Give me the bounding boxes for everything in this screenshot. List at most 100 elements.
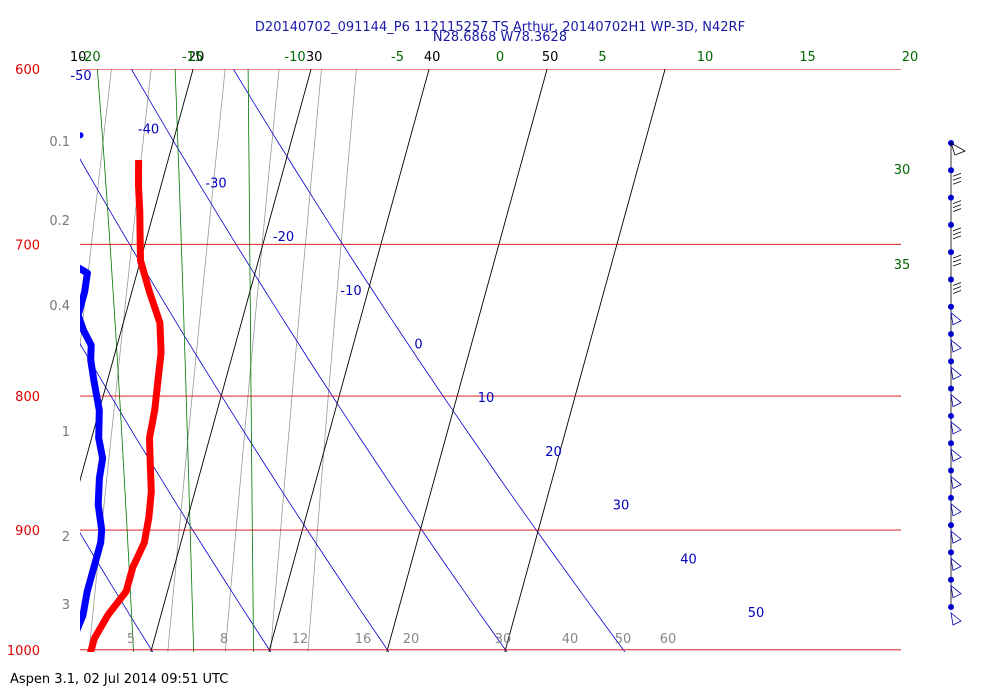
mixing-ratio-label: 1 — [62, 425, 70, 440]
pressure-tick-label: 800 — [15, 390, 40, 405]
wind-barb-dot — [948, 331, 954, 338]
dry-adiabat-label: 30 — [613, 499, 630, 514]
dry-adiabat-label: 40 — [680, 552, 697, 567]
wind-barb-dot — [948, 412, 954, 419]
mixing-ratio-label: 60 — [660, 632, 677, 647]
wind-barb-flag — [950, 366, 962, 380]
mixing-ratio-label: 50 — [615, 632, 632, 647]
wind-barb-flag — [950, 393, 962, 408]
wind-barb-feather — [952, 227, 962, 232]
wind-barb-feather — [952, 290, 962, 294]
moist-adiabat-line — [96, 69, 134, 652]
mixing-ratio-label: 30 — [495, 632, 512, 647]
wind-barb-feather — [952, 235, 962, 240]
wind-barb-flag — [950, 584, 962, 599]
wind-barb-dot — [948, 604, 954, 610]
dry-adiabat-label: -50 — [70, 69, 91, 84]
wind-barb-flag — [950, 448, 962, 462]
dry-adiabat-label: -20 — [273, 230, 294, 245]
wind-barb-dot — [948, 467, 954, 474]
axis-labels: 6007008009001000-1001020304050-20-15-10-… — [7, 50, 919, 659]
mixing-ratio-label: 0.2 — [49, 214, 70, 229]
wind-barb-dot — [948, 358, 954, 365]
isotherm-line — [268, 69, 430, 652]
isotherm-line — [504, 69, 666, 652]
wind-barb-feather — [952, 204, 962, 208]
wind-barb-flag — [950, 475, 962, 490]
mixing-ratio-label: 12 — [292, 632, 309, 647]
isotherm-line — [80, 69, 194, 483]
footer-version: Aspen 3.1, 02 Jul 2014 09:51 UTC — [10, 672, 229, 687]
dry-adiabat-label: -30 — [205, 176, 226, 191]
chart-subtitle: N28.6868 W78.3628 — [433, 30, 567, 45]
wind-barb-feather — [952, 254, 962, 259]
wind-barb-feather — [952, 180, 962, 185]
pressure-tick-label: 1000 — [7, 644, 40, 659]
isotherm-line — [0, 69, 75, 652]
temperature-trace — [86, 159, 165, 652]
dry-adiabat-line — [80, 158, 390, 652]
wind-barb-feather — [952, 258, 962, 263]
temperature-tick-label: 30 — [306, 50, 323, 65]
wind-barb-feather — [952, 208, 962, 212]
mixing-ratio-label: 0.1 — [49, 135, 70, 150]
moist-adiabat-label: 20 — [902, 50, 919, 65]
moist-adiabat-line — [247, 69, 254, 652]
mixing-ratio-line — [167, 69, 226, 652]
mixing-ratio-label: 5 — [127, 632, 135, 647]
wind-barb-dot — [948, 303, 954, 310]
moist-adiabat-label: -20 — [79, 50, 100, 65]
wind-barb-dot — [948, 221, 954, 228]
dewpoint-trace — [80, 264, 107, 632]
wind-barb-feather — [952, 262, 962, 267]
moist-adiabat-label: 5 — [598, 50, 606, 65]
wind-barb-feather — [952, 286, 962, 290]
wind-barb-dot — [948, 440, 954, 447]
dry-adiabat-label: -10 — [340, 284, 361, 299]
mixing-ratio-line — [224, 69, 280, 652]
mixing-ratio-label: 0.4 — [49, 299, 70, 314]
wind-barb-feather — [952, 176, 962, 181]
mixing-ratio-line — [270, 69, 322, 652]
wind-barb-pennant — [950, 142, 966, 156]
dry-adiabat-label: 50 — [748, 606, 765, 621]
moist-adiabat-label: 10 — [697, 50, 714, 65]
wind-barb-dot — [948, 576, 954, 583]
moist-adiabat-label: -10 — [284, 50, 305, 65]
pressure-tick-label: 700 — [15, 238, 40, 253]
temperature-tick-label: 10 — [70, 50, 87, 65]
dry-adiabat-label: 0 — [414, 338, 422, 353]
sounding-traces — [80, 132, 165, 652]
moist-adiabat-label: 15 — [799, 50, 816, 65]
wind-barb-feather — [952, 200, 962, 204]
wind-barb-dot — [948, 522, 954, 529]
moist-adiabat-label: -5 — [391, 50, 404, 65]
dry-adiabat-line — [0, 69, 35, 652]
moist-adiabat-line — [174, 69, 195, 652]
wind-barb-flag — [950, 420, 962, 435]
grid-lines — [0, 50, 901, 700]
isotherm-line — [386, 69, 548, 652]
dry-adiabat-label: 20 — [545, 445, 562, 460]
dry-adiabat-line — [130, 69, 508, 652]
dewpoint-point — [80, 132, 84, 139]
wind-barb-flag — [950, 339, 962, 353]
moist-adiabat-line — [0, 50, 18, 700]
wind-barb-dot — [948, 549, 954, 556]
pressure-tick-label: 600 — [15, 63, 40, 78]
wind-barb-dot — [948, 194, 954, 201]
wind-barb-flag — [950, 502, 962, 517]
wind-barb-dot — [948, 494, 954, 501]
wind-barb-flag — [950, 530, 962, 544]
temperature-tick-label: 20 — [188, 50, 205, 65]
mixing-ratio-line — [307, 69, 357, 652]
mixing-ratio-label: 16 — [355, 632, 372, 647]
pressure-tick-label: 900 — [15, 524, 40, 539]
mixing-ratio-label: 2 — [62, 530, 70, 545]
isotherm-line — [150, 69, 312, 652]
wind-barb-feather — [952, 282, 962, 286]
dry-adiabat-label: -40 — [138, 123, 159, 138]
moist-adiabat-label: 35 — [894, 258, 911, 273]
wind-barb-dot — [948, 167, 954, 174]
